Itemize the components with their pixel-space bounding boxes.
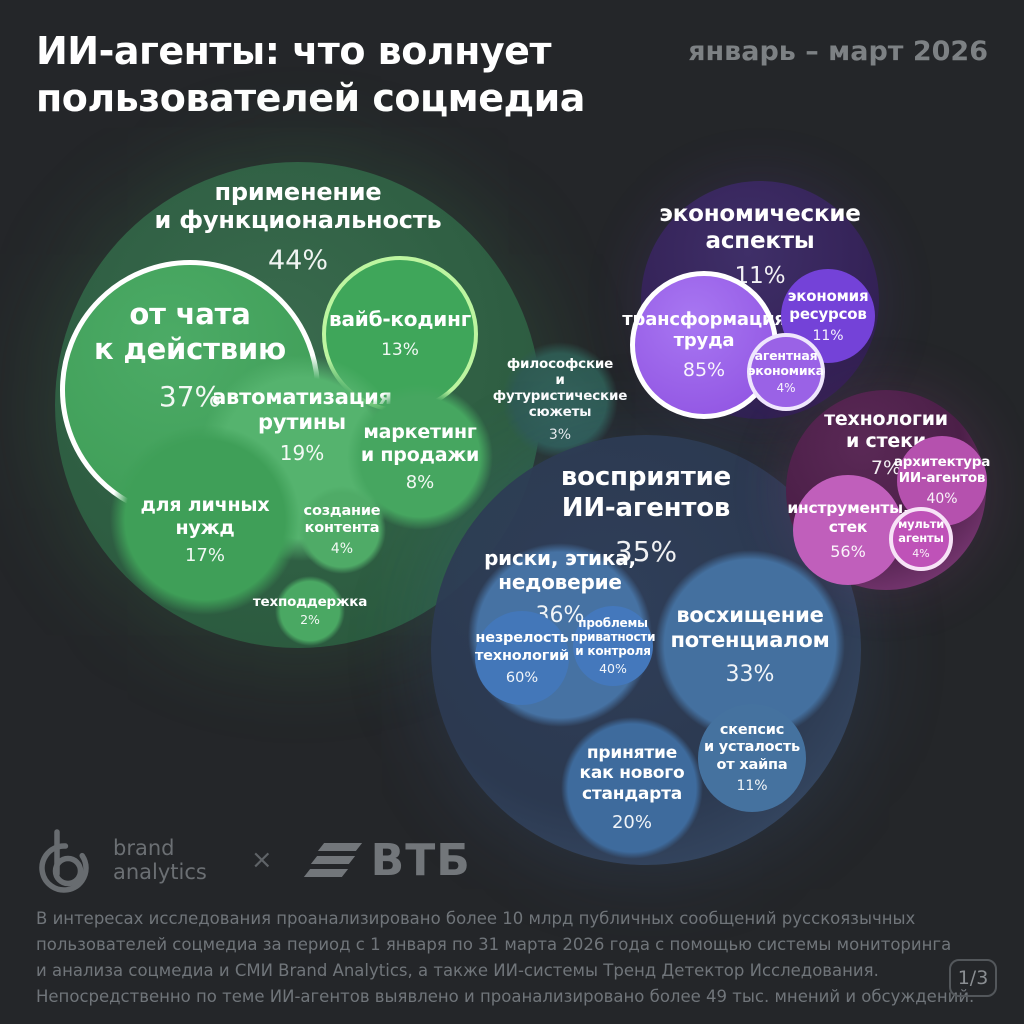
bubble-tools-stack-label: инструменты, стек	[787, 499, 909, 536]
bubble-chat-to-action-pct: 37%	[158, 379, 222, 413]
bubble-vibe-coding-label: вайб-кодинг	[329, 307, 471, 332]
bubble-chat-to-action-label: от чата к действию	[93, 297, 287, 366]
bubble-acceptance-standard-pct: 20%	[611, 811, 652, 833]
bubble-content-creation: создание контента 4%	[298, 486, 386, 574]
cluster-perception-label: восприятие ИИ-агентов	[560, 462, 732, 523]
bubble-resource-economy: экономия ресурсов 11%	[781, 269, 875, 363]
bubble-admiration-potential-pct: 33%	[725, 662, 775, 688]
bubble-marketing-sales-pct: 8%	[405, 471, 435, 493]
vtb-logo-icon	[303, 841, 362, 880]
vtb-logo: ВТБ	[303, 834, 471, 886]
vtb-logo-text: ВТБ	[370, 834, 471, 886]
bubble-marketing-sales-label: маркетинг и продажи	[360, 421, 480, 466]
bubble-resource-economy-label: экономия ресурсов	[787, 287, 869, 323]
bubble-multi-agents: мульти агенты 4%	[889, 507, 953, 571]
bubble-acceptance-standard-label: принятие как нового стандарта	[579, 743, 685, 804]
bubble-risks-ethics-label: риски, этика, недоверие	[484, 546, 636, 594]
bubble-labor-transformation-pct: 85%	[682, 359, 726, 382]
bubble-skepticism-hype: скепсис и усталость от хайпа 11%	[698, 704, 806, 812]
bubble-resource-economy-pct: 11%	[812, 327, 844, 344]
bubble-agent-architecture-pct: 40%	[926, 491, 958, 508]
bubble-tech-immaturity-label: незрелость технологий	[474, 630, 570, 664]
report-period: январь – март 2026	[688, 36, 988, 67]
bubble-agent-economy-pct: 4%	[776, 380, 796, 395]
cluster-economy-label: экономические аспекты	[659, 201, 861, 255]
bubble-tech-immaturity-pct: 60%	[505, 669, 539, 686]
bubble-agent-economy-label: агентная экономика	[748, 348, 824, 378]
bubble-privacy-control-pct: 40%	[599, 661, 627, 677]
bubble-multi-agents-label: мульти агенты	[897, 517, 945, 545]
brand-analytics-logo-text: brand analytics	[113, 835, 207, 884]
bubble-routine-automation-pct: 19%	[279, 440, 325, 465]
bubble-tech-support: техподдержка 2%	[253, 576, 367, 646]
footer-logos: brand analytics × ВТБ	[35, 826, 471, 894]
bubble-skepticism-hype-label: скепсис и усталость от хайпа	[704, 722, 800, 773]
bubble-vibe-coding-pct: 13%	[381, 339, 419, 360]
cluster-usage-pct: 44%	[267, 244, 328, 276]
logo-separator: ×	[250, 845, 273, 875]
bubble-content-creation-pct: 4%	[330, 541, 354, 558]
cluster-perception-pct: 35%	[614, 535, 678, 569]
bubble-admiration-potential-label: восхищение потенциалом	[670, 602, 830, 652]
bubble-skepticism-hype-pct: 11%	[736, 777, 768, 794]
bubble-routine-automation-label: автоматизация рутины	[212, 385, 392, 434]
cluster-tech-pct: 7%	[870, 456, 902, 479]
bubble-philosophy-label: философские и футуристические сюжеты	[492, 356, 628, 420]
bubble-personal-needs-label: для личных нужд	[140, 494, 270, 539]
bubble-philosophy: философские и футуристические сюжеты 3%	[493, 342, 627, 458]
bubble-personal-needs: для личных нужд 17%	[110, 425, 300, 615]
page-indicator: 1/3	[949, 959, 997, 997]
bubble-philosophy-pct: 3%	[548, 426, 572, 443]
brand-analytics-logo-icon	[39, 829, 89, 893]
bubble-tech-immaturity: незрелость технологий 60%	[475, 611, 569, 705]
page-title: ИИ-агенты: что волнует пользователей соц…	[36, 29, 585, 121]
bubble-tech-support-pct: 2%	[300, 612, 320, 628]
bubble-personal-needs-pct: 17%	[184, 544, 225, 566]
bubble-privacy-control: проблемы приватности и контроля 40%	[570, 606, 656, 686]
bubble-agent-architecture-label: архитектура ИИ-агентов	[893, 453, 991, 486]
bubble-privacy-control-label: проблемы приватности и контроля	[570, 615, 656, 659]
bubble-acceptance-standard: принятие как нового стандарта 20%	[561, 717, 703, 859]
bubble-tools-stack: инструменты, стек 56%	[787, 475, 909, 585]
bubble-agent-economy: агентная экономика 4%	[747, 333, 825, 411]
bubble-tech-support-label: техподдержка	[252, 593, 368, 610]
bubble-multi-agents-pct: 4%	[912, 546, 930, 560]
methodology-note: В интересах исследования проанализирован…	[36, 909, 975, 1007]
cluster-usage-label: применение и функциональность	[154, 178, 442, 235]
bubble-tools-stack-pct: 56%	[830, 541, 866, 561]
bubble-labor-transformation-label: трансформация труда	[622, 308, 786, 351]
bubble-content-creation-label: создание контента	[303, 502, 381, 536]
